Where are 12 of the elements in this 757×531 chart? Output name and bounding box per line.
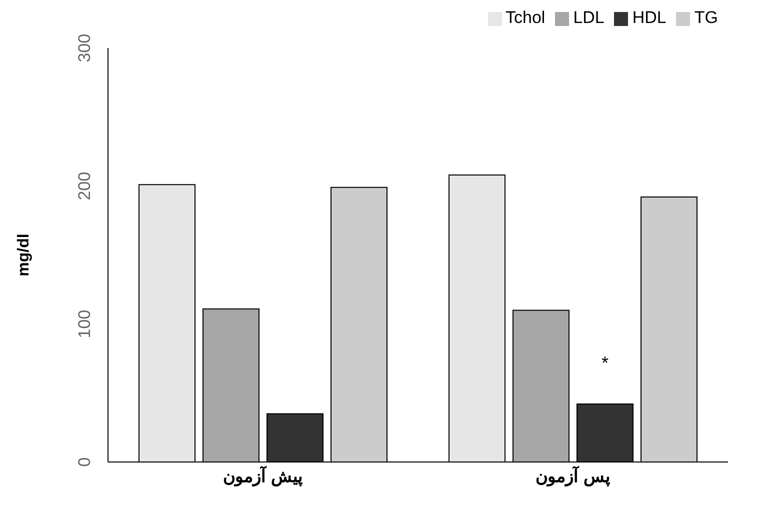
y-axis-title: mg/dl (16, 234, 33, 276)
x-tick-label: پس آزمون (536, 465, 610, 488)
legend-label: LDL (573, 8, 604, 27)
legend-label: Tchol (506, 8, 546, 27)
annotation: * (601, 352, 609, 373)
y-tick-label: 0 (75, 457, 94, 467)
y-tick-label: 100 (75, 310, 94, 338)
legend-label: TG (694, 8, 718, 27)
y-tick-label: 300 (75, 34, 94, 62)
x-tick-label: پیش آزمون (223, 465, 303, 488)
legend-label: HDL (632, 8, 666, 27)
y-tick-label: 200 (75, 172, 94, 200)
